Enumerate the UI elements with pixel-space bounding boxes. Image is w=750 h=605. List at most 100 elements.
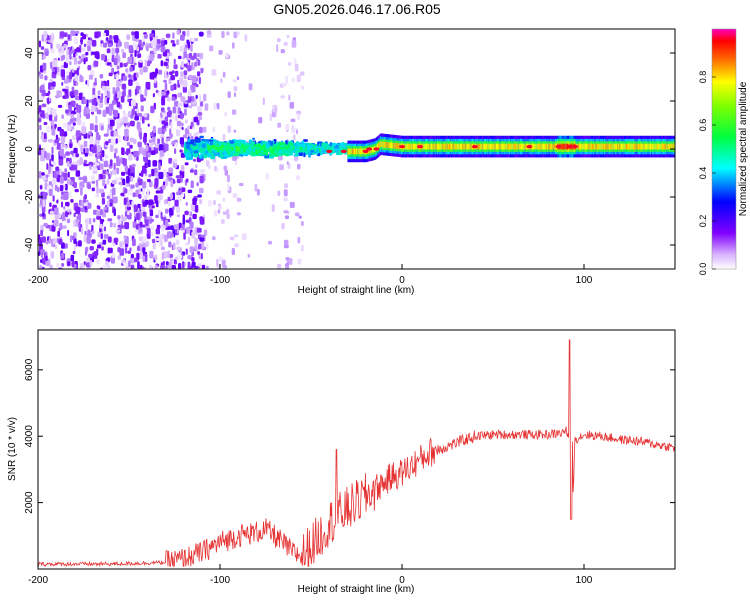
heatmap-cell <box>110 199 114 204</box>
heatmap-cell <box>141 44 144 49</box>
heatmap-cell <box>47 97 50 105</box>
heatmap-cell <box>306 144 312 149</box>
heatmap-hotspot <box>417 145 424 149</box>
heatmap-cell <box>332 142 337 146</box>
heatmap-cell <box>519 143 522 150</box>
heatmap-cell <box>69 235 73 243</box>
heatmap-cell <box>562 143 565 150</box>
heatmap-cell <box>190 139 195 145</box>
heatmap-cell <box>120 157 123 164</box>
heatmap-cell <box>221 31 225 38</box>
heatmap-cell <box>45 93 50 96</box>
heatmap-cell <box>354 148 356 155</box>
heatmap-cell <box>206 265 209 269</box>
heatmap-cell <box>436 143 439 150</box>
heatmap-cell <box>75 81 79 86</box>
heatmap-cell <box>286 34 290 39</box>
heatmap-cell <box>139 68 144 75</box>
heatmap-cell <box>585 143 588 150</box>
heatmap-cell <box>331 146 335 149</box>
heatmap-cell <box>168 172 173 177</box>
heatmap-cell <box>176 120 182 127</box>
heatmap-cell <box>586 143 589 150</box>
heatmap-cell <box>174 148 177 154</box>
heatmap-cell <box>199 52 204 60</box>
heatmap-cell <box>101 85 107 91</box>
heatmap-cell <box>130 264 135 269</box>
heatmap-cell <box>142 115 145 124</box>
heatmap-cell <box>39 185 43 190</box>
heatmap-cell <box>349 148 352 155</box>
heatmap-cell <box>462 143 464 150</box>
snr-panel: -200 -100 0 100 2000 4000 6000 Height of stra… <box>7 329 676 595</box>
heatmap-cell <box>94 77 97 86</box>
heatmap-cell <box>442 143 444 150</box>
heatmap-cell <box>647 143 650 150</box>
heatmap-cell <box>67 230 70 237</box>
spectrogram-x-axis-label: Height of straight line (km) <box>298 285 415 296</box>
heatmap-cell <box>69 157 72 164</box>
heatmap-cell <box>152 93 155 98</box>
heatmap-cell <box>385 141 388 148</box>
heatmap-cell <box>165 219 169 227</box>
heatmap-cell <box>161 137 164 144</box>
heatmap-cell <box>91 98 97 106</box>
heatmap-cell <box>159 150 165 157</box>
heatmap-cell <box>480 143 483 150</box>
heatmap-cell <box>46 163 49 170</box>
heatmap-cell <box>187 255 191 260</box>
heatmap-cell <box>605 143 607 150</box>
heatmap-cell <box>45 112 49 120</box>
heatmap-cell <box>196 182 199 187</box>
snr-line <box>38 339 675 568</box>
heatmap-cell <box>185 141 191 145</box>
heatmap-cell <box>293 58 297 65</box>
heatmap-cell <box>199 101 204 107</box>
heatmap-cell <box>269 113 272 121</box>
heatmap-cell <box>213 200 216 206</box>
heatmap-cell <box>133 38 136 42</box>
heatmap-cell <box>96 205 100 210</box>
heatmap-cell <box>595 143 597 150</box>
heatmap-cell <box>347 148 349 155</box>
heatmap-cell <box>596 143 598 150</box>
heatmap-cell <box>229 236 235 241</box>
heatmap-cell <box>203 139 209 142</box>
heatmap-cell <box>343 145 347 149</box>
heatmap-cell <box>274 145 277 148</box>
heatmap-cell <box>469 143 472 150</box>
heatmap-cell <box>643 143 645 150</box>
heatmap-cell <box>41 172 45 176</box>
heatmap-hotspot <box>571 145 578 149</box>
heatmap-hotspot <box>399 145 405 149</box>
heatmap-cell <box>38 93 42 101</box>
heatmap-cell <box>94 51 100 59</box>
heatmap-cell <box>163 181 166 186</box>
heatmap-cell <box>203 214 206 219</box>
heatmap-cell <box>612 143 615 150</box>
heatmap-cell <box>99 103 103 108</box>
heatmap-cell <box>564 143 567 150</box>
heatmap-cell <box>126 141 130 146</box>
heatmap-cell <box>438 143 440 150</box>
heatmap-cell <box>41 148 45 156</box>
heatmap-cell <box>87 229 91 234</box>
heatmap-cell <box>183 70 188 76</box>
heatmap-cell <box>172 242 176 250</box>
heatmap-cell <box>59 222 63 230</box>
heatmap-cell <box>70 150 74 155</box>
heatmap-cell <box>194 169 198 176</box>
heatmap-cell <box>624 143 627 150</box>
heatmap-cell <box>426 143 428 150</box>
heatmap-cell <box>39 73 44 79</box>
heatmap-cell <box>75 130 81 137</box>
heatmap-cell <box>232 144 235 147</box>
heatmap-cell <box>407 143 410 150</box>
heatmap-cell <box>432 143 435 150</box>
heatmap-cell <box>665 143 667 150</box>
heatmap-cell <box>76 113 80 122</box>
heatmap-cell <box>143 132 147 138</box>
spectrogram-x-tick-label: -100 <box>210 275 230 286</box>
heatmap-cell <box>106 97 110 104</box>
